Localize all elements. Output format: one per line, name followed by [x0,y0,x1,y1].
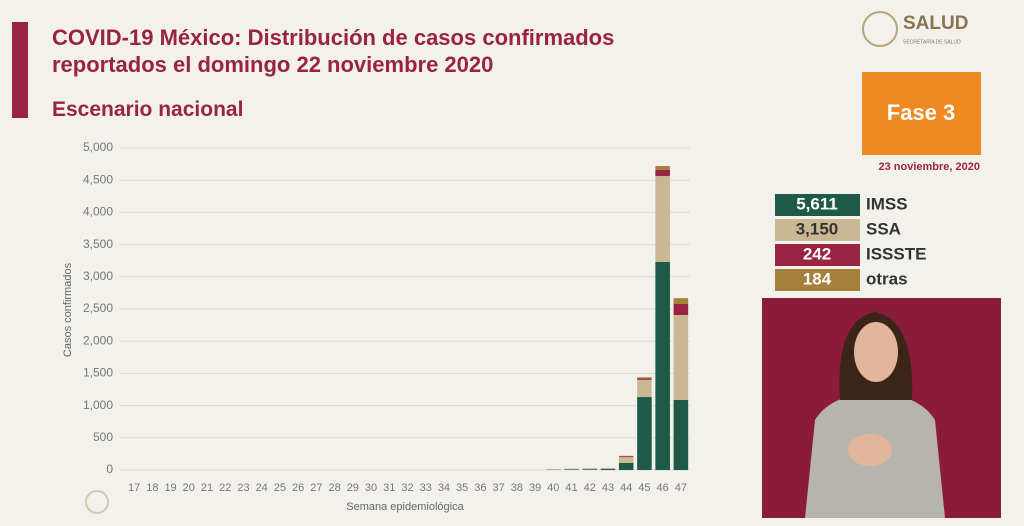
x-tick-label: 24 [256,482,268,494]
x-tick-label: 42 [584,482,596,494]
date: 23 noviembre, 2020 [878,161,980,173]
x-tick-label: 45 [638,482,650,494]
y-tick-label: 2,000 [83,333,113,347]
y-tick-label: 500 [93,430,113,444]
bar-segment [618,462,634,470]
x-tick-label: 40 [547,482,559,494]
legend-total: 184 [803,269,832,288]
y-tick-label: 1,000 [83,398,113,412]
y-tick-label: 4,000 [83,205,113,219]
x-tick-label: 17 [128,482,140,494]
bar-segment [655,169,670,177]
legend-label: otras [866,269,908,288]
x-tick-label: 41 [565,482,577,494]
x-tick-label: 30 [365,482,377,494]
legend-label: SSA [866,219,901,238]
brand: SALUD [903,13,968,34]
bar-segment [600,469,616,470]
x-axis-title: Semana epidemiológica [346,501,464,513]
x-tick-label: 28 [328,482,340,494]
y-tick-label: 4,500 [83,172,113,186]
bar-segment [673,314,689,400]
interpreter-face [854,322,898,382]
x-tick-label: 22 [219,482,231,494]
y-axis-title: Casos confirmados [62,262,74,357]
bar-segment [582,468,598,470]
legend-total-box [775,269,860,291]
bar-segment [673,303,689,315]
bar-segment [564,468,579,470]
bar-segment [655,261,670,470]
legend-total: 3,150 [796,219,839,238]
phase-box [862,72,981,155]
chart-title: COVID-19 México: Distribución de casos c… [52,25,615,77]
y-tick-label: 2,500 [83,301,113,315]
phase: Fase 3 [887,100,956,125]
x-tick-label: 37 [493,482,505,494]
x-tick-label: 21 [201,482,213,494]
x-tick-label: 31 [383,482,395,494]
y-tick-label: 1,500 [83,366,113,380]
bar-segment [655,176,670,262]
x-tick-label: 19 [164,482,176,494]
x-tick-label: 39 [529,482,541,494]
x-tick-label: 29 [347,482,359,494]
y-tick-label: 3,500 [83,237,113,251]
x-tick-label: 34 [438,482,450,494]
x-tick-label: 27 [310,482,322,494]
x-tick-label: 18 [146,482,158,494]
y-tick-label: 3,000 [83,269,113,283]
x-tick-label: 33 [420,482,432,494]
x-tick-label: 25 [274,482,286,494]
bar-segment [673,298,689,304]
bar-segment [637,378,652,380]
bar-segment [637,377,652,379]
bar-segment [582,469,598,470]
y-tick-label: 0 [106,462,113,476]
bar-segment [637,397,652,470]
brand-subtitle: SECRETARÍA DE SALUD [903,38,961,45]
x-tick-label: 46 [657,482,669,494]
bar-segment [618,455,634,457]
x-tick-label: 32 [401,482,413,494]
bar-segment [673,399,689,470]
x-tick-label: 35 [456,482,468,494]
emblem-small [85,490,109,514]
legend-label: ISSSTE [866,244,926,263]
emblem [862,11,898,47]
x-tick-label: 47 [675,482,687,494]
bar-segment [655,166,670,170]
bar-segment [564,469,579,470]
x-tick-label: 23 [237,482,249,494]
legend-label: IMSS [866,194,908,213]
chart-subtitle: Escenario nacional [52,98,244,121]
bar-segment [618,456,634,458]
interpreter-hands [848,434,892,466]
x-tick-label: 36 [474,482,486,494]
x-tick-label: 44 [620,482,632,494]
x-tick-label: 38 [511,482,523,494]
bar-segment [600,468,616,470]
legend-total: 5,611 [796,194,838,213]
legend-total-box [775,219,860,241]
legend-total: 242 [803,244,831,263]
x-tick-label: 20 [183,482,195,494]
bar-segment [637,379,652,398]
legend-total-box [775,194,860,216]
x-tick-label: 26 [292,482,304,494]
bar-segment [618,457,634,463]
y-tick-label: 5,000 [83,140,113,154]
accent-bar [12,22,28,118]
legend-total-box [775,244,860,266]
x-tick-label: 43 [602,482,614,494]
